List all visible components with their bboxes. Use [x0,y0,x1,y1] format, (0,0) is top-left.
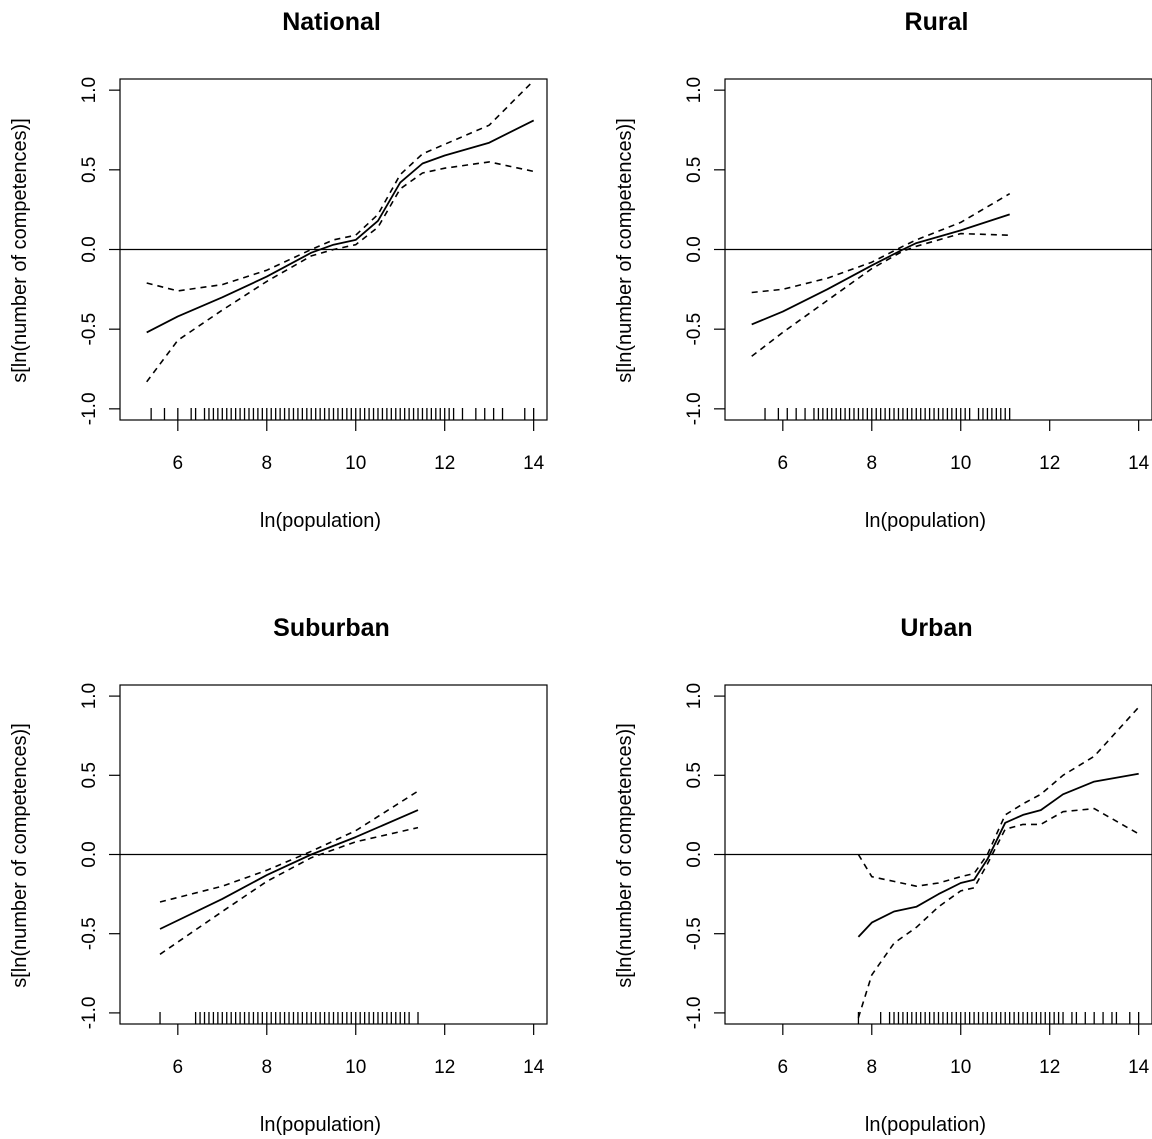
x-tick-label: 8 [261,453,272,474]
y-tick-label: 0.5 [79,157,100,183]
x-tick-label: 8 [261,1057,272,1078]
y-tick-label: -1.0 [79,392,100,425]
chart-title: Suburban [273,614,390,642]
y-tick-label: 0.0 [684,236,705,262]
confidence-band-line [751,232,1010,357]
y-tick-label: -0.5 [684,313,705,346]
y-axis-label: s[ln(number of competences)] [614,118,636,383]
x-tick-label: 10 [950,453,971,474]
smooth-fit-line [751,213,1010,326]
y-tick-label: -1.0 [684,997,705,1030]
x-tick-label: 10 [345,1057,366,1078]
x-axis-label: ln(population) [865,1114,986,1136]
x-tick-label: 6 [778,1057,789,1078]
chart-title: National [282,8,381,36]
y-tick-label: 0.0 [79,236,100,262]
smooth-fit-line [159,809,419,930]
y-tick-label: 0.0 [79,841,100,867]
panel-urban: Urban 6 8 10 12 14 -1.0 -0.5 0.0 0.5 1.0 ln(populat… [614,614,1152,1136]
y-tick-label: -0.5 [684,917,705,950]
y-tick-label: 1.0 [79,77,100,103]
x-tick-label: 8 [866,453,877,474]
confidence-band-line [751,193,1011,294]
y-tick-label: 1.0 [79,683,100,709]
x-tick-label: 14 [523,453,545,474]
x-tick-label: 12 [434,1057,455,1078]
x-axis-label: ln(population) [865,510,986,532]
x-tick-label: 6 [173,1057,184,1078]
chart-title: Rural [905,8,969,36]
x-tick-label: 12 [1039,1057,1060,1078]
confidence-band-line [857,807,1140,1018]
confidence-band-line [857,706,1140,888]
y-tick-label: -1.0 [79,997,100,1030]
x-tick-label: 10 [345,453,366,474]
y-tick-label: 0.0 [684,841,705,867]
x-tick-label: 14 [1128,453,1150,474]
smooth-fit-line [146,119,535,334]
x-tick-label: 14 [523,1057,545,1078]
x-tick-label: 6 [173,453,184,474]
x-axis-label: ln(population) [260,510,381,532]
y-tick-label: 1.0 [684,77,705,103]
y-tick-label: -0.5 [79,917,100,950]
y-tick-label: -1.0 [684,392,705,425]
smooth-fit-line [857,772,1139,938]
y-axis-label: s[ln(number of competences)] [614,723,636,988]
chart-title: Urban [900,614,972,642]
x-tick-label: 6 [778,453,789,474]
panel-suburban: Suburban 6 8 10 12 14 -1.0 -0.5 0.0 0.5 1.0 ln(popu… [9,614,548,1136]
y-tick-label: 0.5 [79,762,100,788]
y-tick-label: 1.0 [684,683,705,709]
y-tick-label: -0.5 [79,313,100,346]
y-axis-label: s[ln(number of competences)] [9,118,31,383]
x-tick-label: 12 [434,453,455,474]
confidence-band-line [159,826,419,955]
confidence-band-line [159,790,419,903]
y-tick-label: 0.5 [684,157,705,183]
x-tick-label: 10 [950,1057,971,1078]
panel-rural: Rural 6 8 10 12 14 -1.0 -0.5 0.0 0.5 1.0 ln(populat… [614,8,1152,532]
confidence-band-line [146,161,534,383]
y-axis-label: s[ln(number of competences)] [9,723,31,988]
y-tick-label: 0.5 [684,762,705,788]
panel-national: National 6 8 10 12 14 -1.0 -0.5 0.0 0.5 1.0 ln(popu… [9,8,548,532]
x-tick-label: 12 [1039,453,1060,474]
confidence-band-line [146,80,535,292]
x-tick-label: 14 [1128,1057,1150,1078]
x-tick-label: 8 [866,1057,877,1078]
x-axis-label: ln(population) [260,1114,381,1136]
